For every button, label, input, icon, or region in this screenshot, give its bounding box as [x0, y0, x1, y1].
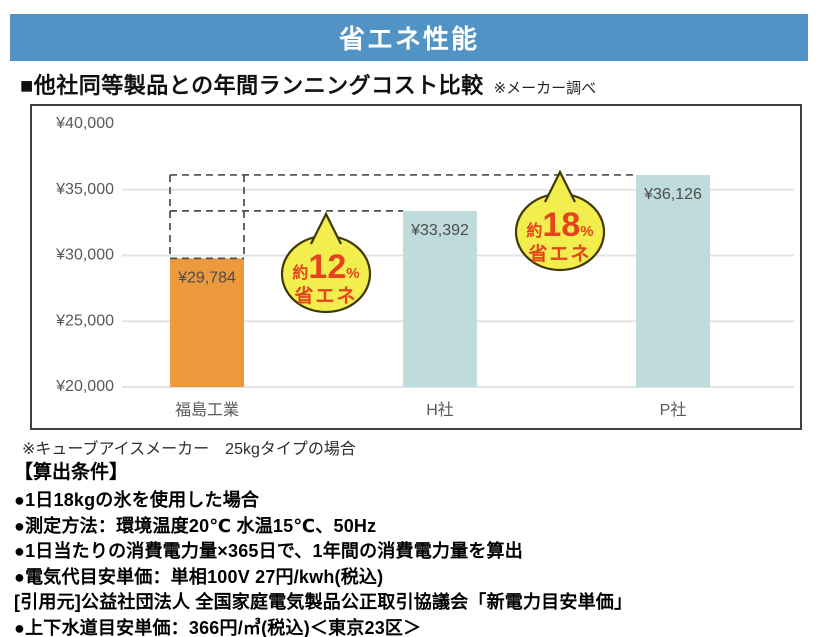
bar-value-label-1: ¥33,392	[410, 222, 469, 239]
savings-bubble-18-tip-fill	[545, 172, 575, 202]
section-title: ■他社同等製品との年間ランニングコスト比較	[20, 73, 484, 98]
bar-value-label-2: ¥36,126	[643, 186, 702, 203]
bar-1	[403, 210, 477, 387]
ytick-label-20000: ¥20,000	[55, 378, 114, 395]
section-head: ■他社同等製品との年間ランニングコスト比較 ※メーカー調べ	[20, 68, 596, 100]
savings-bubble-12-tip-fill	[311, 214, 341, 244]
condition-item-4: [引用元]公益社団法人 全国家庭電気製品公正取引協議会「新電力目安単価」	[14, 592, 633, 612]
ytick-label-30000: ¥30,000	[55, 247, 114, 264]
savings-bubble-18-tip-outline	[544, 169, 576, 203]
running-cost-chart: ¥40,000 ¥35,000 ¥30,000 ¥25,000 ¥20,000 ¥29,7…	[55, 115, 794, 419]
savings-bubble-12-percent-text: 約12%	[292, 248, 359, 286]
conditions-heading: 【算出条件】	[14, 462, 129, 483]
bar-value-label-0: ¥29,784	[177, 269, 236, 286]
condition-item-5: ●上下水道目安単価：366円/㎥(税込)＜東京23区＞	[14, 617, 422, 637]
condition-item-3: ●電気代目安単価：単相100V 27円/kwh(税込)	[14, 566, 384, 587]
bar-0	[170, 258, 244, 387]
header-banner: 省エネ性能	[10, 14, 808, 61]
condition-item-1: ●測定方法：環境温度20℃ 水温15℃、50Hz	[14, 515, 377, 536]
section-note: ※メーカー調べ	[493, 80, 597, 97]
category-label-1: H社	[426, 401, 454, 419]
chart-note: ※キューブアイスメーカー 25kgタイプの場合	[22, 441, 356, 458]
category-label-0: 福島工業	[175, 401, 239, 419]
savings-bubble-18-label-text: 省エネ	[527, 243, 591, 265]
condition-item-0: ●1日18kgの氷を使用した場合	[14, 490, 260, 510]
savings-bubble-12-label-text: 省エネ	[293, 285, 357, 307]
ytick-label-25000: ¥25,000	[55, 312, 114, 329]
category-label-2: P社	[660, 401, 687, 419]
savings-bubble-18-percent-text: 約18%	[526, 206, 593, 244]
page-title: 省エネ性能	[338, 24, 479, 54]
conditions-list: ●1日18kgの氷を使用した場合 ●測定方法：環境温度20℃ 水温15℃、50Hz…	[14, 488, 808, 637]
condition-item-2: ●1日当たりの消費電力量×365日で、1年間の消費電力量を算出	[14, 541, 523, 561]
ytick-label-40000: ¥40,000	[55, 115, 114, 132]
savings-bubble-12-tip-outline	[310, 211, 342, 245]
conditions-block: 【算出条件】 ●1日18kgの氷を使用した場合 ●測定方法：環境温度20℃ 水温1…	[14, 457, 808, 637]
chart-container: ¥40,000 ¥35,000 ¥30,000 ¥25,000 ¥20,000 ¥29,7…	[30, 104, 802, 430]
bar-2	[636, 174, 710, 387]
ytick-label-35000: ¥35,000	[55, 181, 114, 198]
